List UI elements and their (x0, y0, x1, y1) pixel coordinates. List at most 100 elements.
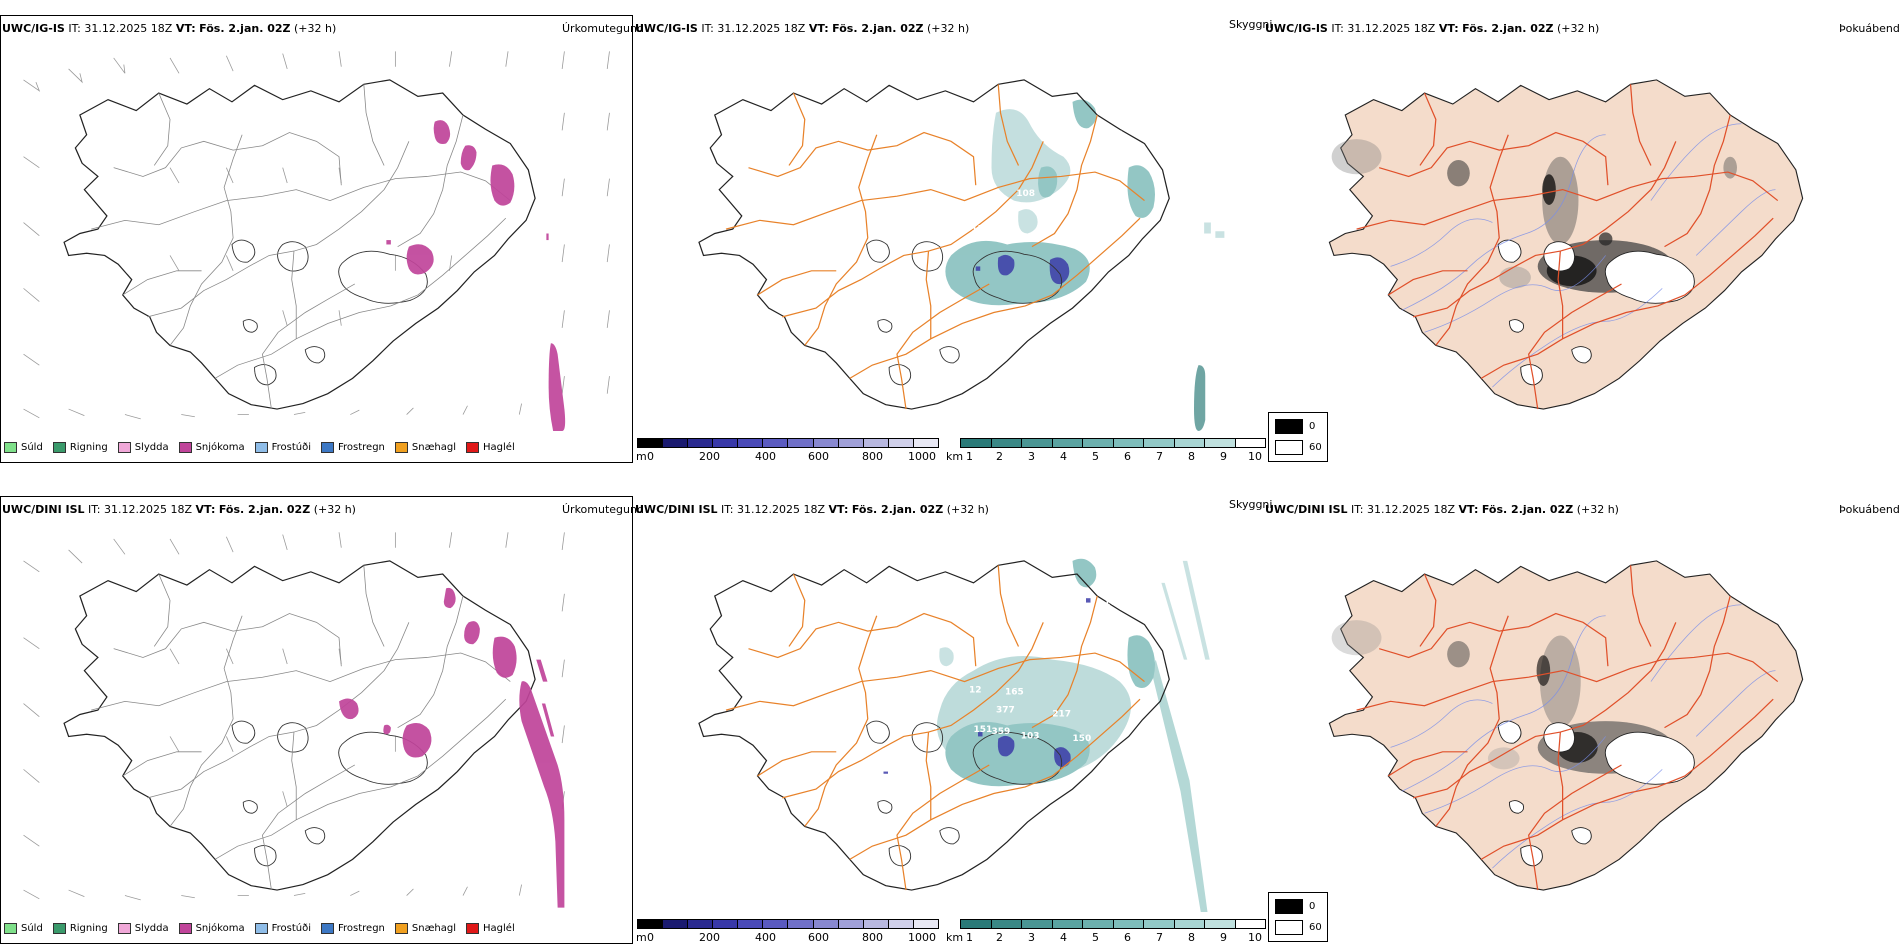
it-label: IT: (1351, 503, 1364, 516)
swatch (321, 922, 334, 934)
cbar-cell (713, 439, 739, 447)
cloud-label: 103 (1021, 732, 1040, 742)
cbar-cell (1235, 439, 1265, 447)
cbar-unit-m: m (636, 931, 647, 944)
cloud-label: 136 (1075, 238, 1094, 248)
cbar-tick: 2 (996, 450, 1003, 463)
cbar-tick: 10 (1248, 450, 1262, 463)
legend-item-haglel: Haglél (466, 922, 515, 934)
cbar-tick: 2 (996, 931, 1003, 944)
model-name: UWC/DINI ISL (635, 503, 718, 516)
cloud-label: 377 (996, 705, 1015, 715)
swatch (52, 922, 66, 934)
teal-cloud-areas (945, 99, 1225, 431)
wind-barbs (23, 51, 610, 420)
cloud-label: 151 (974, 725, 993, 735)
it-value: 31.12.2025 18Z (1347, 22, 1436, 35)
fog-swatch-light (1275, 440, 1303, 455)
it-label: IT: (88, 503, 101, 516)
legend-item-sudd: Súld (4, 922, 43, 934)
cbar-tick: 200 (699, 450, 720, 463)
vt-value: Fös. 2.jan. 02Z (851, 503, 944, 516)
swatch (394, 922, 408, 934)
cbar-cell (788, 439, 814, 447)
cbar-cell (888, 439, 914, 447)
fog-legend-label: 0 (1309, 421, 1316, 432)
cbar-cell (1022, 439, 1053, 447)
legend-item-rigning: Rigning (52, 922, 108, 934)
lead-time: (+32 h) (1557, 22, 1600, 35)
cloud-label: 217 (1052, 710, 1071, 720)
legend-item-frostudi: Frostúði (254, 922, 311, 934)
cbar-tick: 3 (1028, 450, 1035, 463)
vt-label: VT: (175, 22, 196, 35)
precip-type-map-1 (23, 51, 610, 431)
legend-item-sudd: Súld (4, 441, 43, 453)
cbar-tick: 5 (1092, 931, 1099, 944)
legend-item-snaehagl: Snæhagl (394, 441, 456, 453)
swatch (4, 922, 17, 934)
legend-item-snaehagl: Snæhagl (394, 922, 456, 934)
cbar-cell (663, 920, 689, 928)
cloud-map-1: 144 108 338 247 109 136 15 (698, 79, 1225, 431)
cbar-tick: 1 (966, 931, 973, 944)
cbar-m-cells (637, 438, 939, 448)
swatch (466, 441, 480, 453)
cbar-m-ticks-2: 0 200 400 600 800 1000 (647, 931, 936, 945)
legend-item-slydda: Slydda (117, 441, 169, 453)
cbar-unit-km: km (946, 450, 964, 463)
cbar-tick: 8 (1188, 931, 1195, 944)
swatch (117, 922, 131, 934)
precip-type-map-2 (23, 532, 565, 908)
fog-legend-2: 0 60 (1268, 892, 1328, 942)
cbar-km-ticks-2: 1 2 3 4 5 6 7 8 9 10 (966, 931, 1266, 945)
cbar-tick: 0 (647, 931, 654, 944)
cbar-cell (1083, 439, 1114, 447)
cloud-label: 10 (1104, 598, 1117, 608)
cbar-km-cells (960, 919, 1266, 929)
cloud-label: 12 (969, 686, 982, 696)
cbar-cell (763, 920, 789, 928)
cloud-label: 108 (1016, 189, 1035, 199)
cloud-label: 144 (1104, 130, 1123, 140)
cbar-tick: 800 (862, 450, 883, 463)
cbar-tick: 600 (808, 931, 829, 944)
panel-title-cloud: Skyggni (1229, 498, 1273, 511)
cbar-tick: 800 (862, 931, 883, 944)
cbar-tick: 9 (1220, 931, 1227, 944)
cbar-cell (991, 920, 1022, 928)
cbar-cell (688, 920, 714, 928)
fog-swatch-dark (1275, 899, 1303, 914)
fog-legend-label: 60 (1309, 442, 1322, 453)
swatch (178, 922, 192, 934)
m-colorbar-1 (637, 438, 939, 462)
cloud-map-2: 10 165 377 217 151 359 103 150 12 (698, 558, 1210, 912)
cbar-m-cells (637, 919, 939, 929)
cbar-tick: 1000 (908, 931, 936, 944)
cloud-label: 359 (992, 727, 1011, 737)
cloud-label: 338 (1068, 213, 1087, 223)
cbar-tick: 7 (1156, 931, 1163, 944)
cbar-tick: 9 (1220, 450, 1227, 463)
vt-label: VT: (195, 503, 216, 516)
precip-type-panel-2 (0, 496, 633, 944)
wind-barbs (23, 532, 565, 901)
cbar-cell (1052, 439, 1083, 447)
cbar-tick: 1000 (908, 450, 936, 463)
cbar-tick: 400 (755, 931, 776, 944)
cbar-cell (738, 920, 764, 928)
cloud-label: 165 (1005, 688, 1024, 698)
cbar-cell (1022, 920, 1053, 928)
fog-legend-label: 60 (1309, 922, 1322, 933)
panel-title-cloud: Skyggni (1229, 18, 1273, 31)
legend-item-rigning: Rigning (52, 441, 108, 453)
model-name: UWC/DINI ISL (2, 503, 85, 516)
cbar-cell (763, 439, 789, 447)
model-name: UWC/IG-IS (2, 22, 65, 35)
cbar-tick: 3 (1028, 931, 1035, 944)
cbar-tick: 6 (1124, 931, 1131, 944)
km-colorbar-1 (960, 438, 1266, 462)
cbar-cell (863, 439, 889, 447)
cbar-m-ticks-1: 0 200 400 600 800 1000 (647, 450, 936, 464)
swatch (254, 441, 268, 453)
